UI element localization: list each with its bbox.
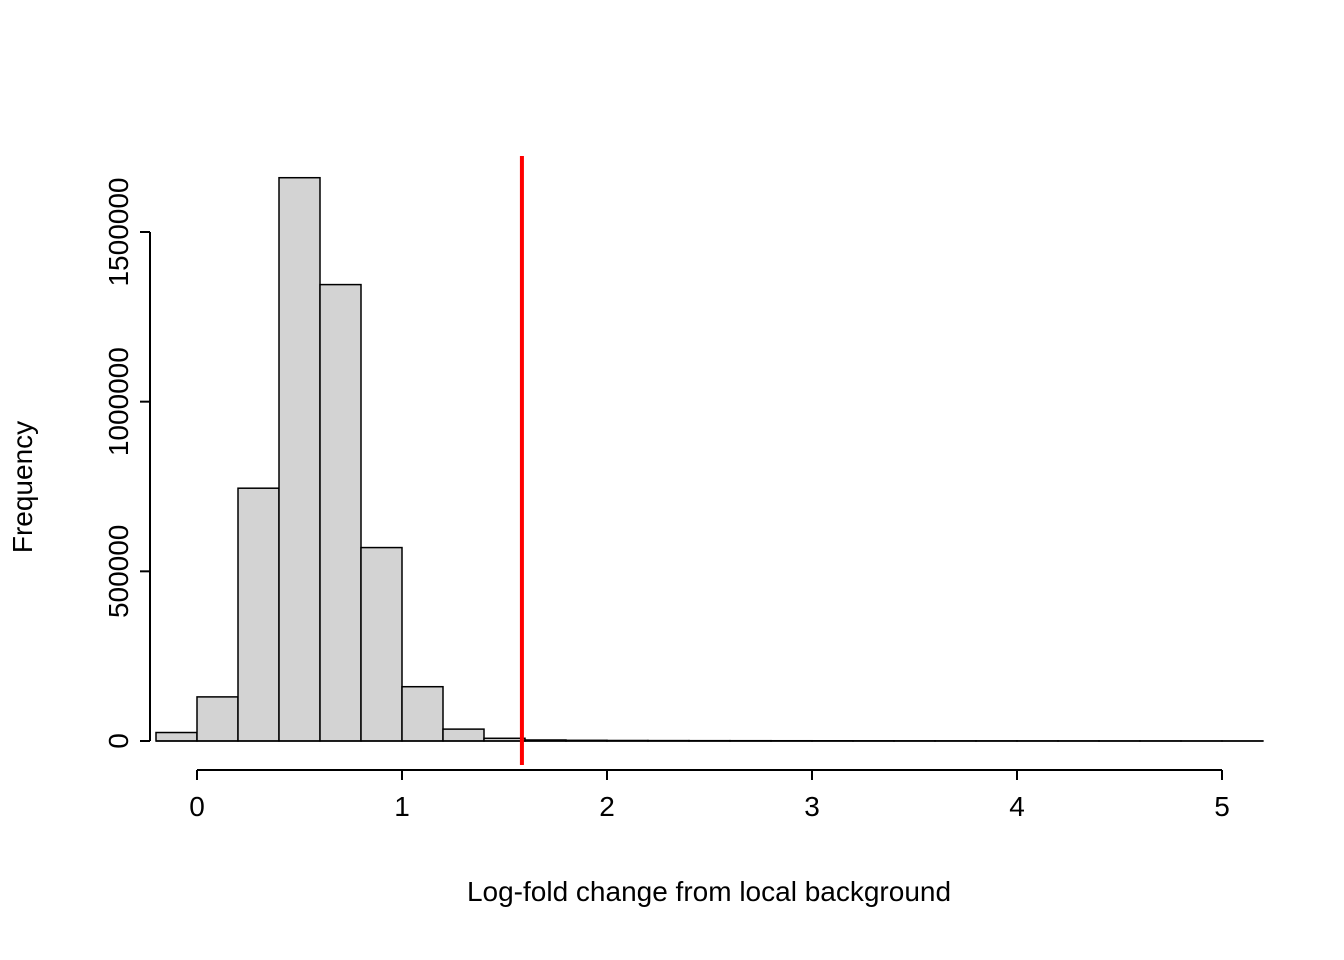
y-tick-label: 0 bbox=[103, 733, 134, 749]
x-tick-label: 2 bbox=[599, 791, 615, 822]
y-tick-label: 1000000 bbox=[103, 347, 134, 456]
histogram-bar bbox=[319, 283, 362, 742]
bars-layer bbox=[155, 176, 1264, 742]
axes-layer: 0 1 2 3 4 5 0 500000 1000000 1500000 bbox=[103, 177, 1230, 822]
histogram-bar bbox=[196, 696, 239, 742]
histogram-bar bbox=[155, 731, 198, 742]
histogram-bar bbox=[237, 487, 280, 742]
y-axis-title: Frequency bbox=[7, 421, 38, 553]
histogram-bar bbox=[442, 728, 485, 742]
histogram-bar bbox=[278, 176, 321, 742]
x-tick-label: 4 bbox=[1009, 791, 1025, 822]
x-tick-label: 3 bbox=[804, 791, 820, 822]
x-tick-label: 1 bbox=[394, 791, 410, 822]
x-tick-label: 0 bbox=[189, 791, 205, 822]
histogram-bar bbox=[401, 685, 444, 742]
x-axis-title: Log-fold change from local background bbox=[467, 876, 951, 907]
y-tick-label: 1500000 bbox=[103, 177, 134, 286]
histogram-bar bbox=[360, 546, 403, 742]
y-tick-label: 500000 bbox=[103, 525, 134, 618]
x-tick-label: 5 bbox=[1214, 791, 1230, 822]
